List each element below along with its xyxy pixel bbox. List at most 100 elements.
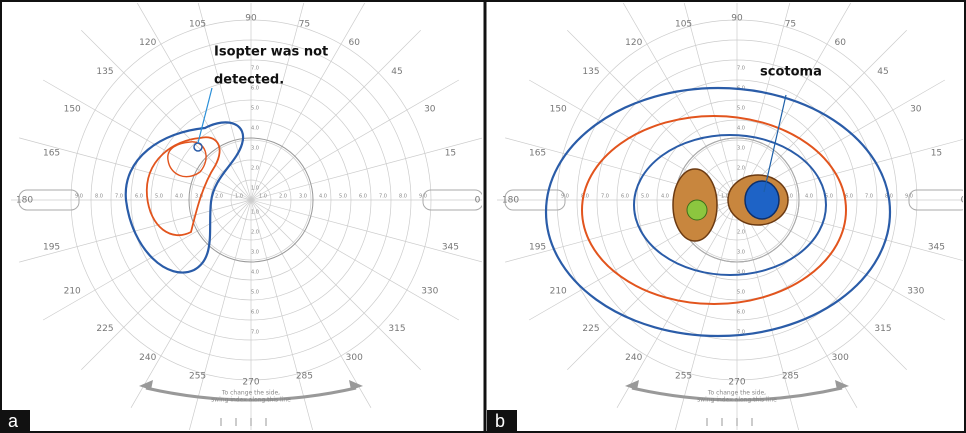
scale-label: 5.0 [641,194,649,200]
scale-label: 5.0 [737,290,745,296]
angle-label: 15 [445,148,456,158]
angle-label: 195 [529,243,546,253]
angle-label: 150 [550,105,567,115]
scale-label: 7.0 [865,194,873,200]
scale-label: 5.0 [251,106,259,112]
angle-label: 255 [189,371,206,381]
scale-label: 6.0 [251,310,259,316]
annotation: detected. [214,73,284,88]
angle-label: 150 [64,105,81,115]
instruction: swing index along this line [697,397,777,404]
angle-label: 165 [43,148,60,158]
angle-label: 45 [391,67,402,77]
instruction: To change the side, [707,390,766,397]
angle-label: 285 [782,371,799,381]
figure: 0 15 30 45 60 75 90 105 120 135 150 165 180 195 210 225… [0,0,966,433]
angle-label: 135 [582,67,599,77]
scale-label: 5.0 [737,106,745,112]
angle-label: 315 [388,324,405,334]
angle-label: 285 [296,371,313,381]
angle-label: 165 [529,148,546,158]
angle-label: 135 [96,67,113,77]
scale-label: 6.0 [737,310,745,316]
panel-label: a [8,411,19,431]
angle-label: 240 [625,353,642,363]
angle-label: 300 [346,353,363,363]
scale-label: 4.0 [319,194,327,200]
angle-label: 225 [96,324,113,334]
scale-label: 7.0 [379,194,387,200]
angle-label: 60 [349,38,361,48]
angle-label: 75 [785,20,796,30]
scale-label: 9.0 [419,194,427,200]
angle-label: 180 [16,196,33,206]
scale-label: 5.0 [155,194,163,200]
angle-label: 90 [731,14,743,24]
instruction: To change the side, [221,390,280,397]
scale-label: 4.0 [175,194,183,200]
scale-label: 7.0 [115,194,123,200]
angle-label: 270 [242,378,259,388]
scale-label: 6.0 [845,194,853,200]
angle-label: 255 [675,371,692,381]
angle-label: 180 [502,196,519,206]
scale-label: 3.0 [737,250,745,256]
angle-label: 30 [910,105,922,115]
scale-label: 4.0 [251,270,259,276]
scale-label: 2.0 [251,230,259,236]
angle-label: 120 [625,38,642,48]
scale-label: 3.0 [737,146,745,152]
panel-label: b [495,411,505,431]
angle-label: 330 [907,287,924,297]
scale-label: 4.0 [737,126,745,132]
scale-label: 9.0 [75,194,83,200]
scale-label: 1.0 [235,194,243,200]
scale-label: 2.0 [737,166,745,172]
angle-label: 210 [64,287,81,297]
annotation: Isopter was not [214,45,328,60]
scale-label: 1.0 [251,210,259,216]
angle-label: 300 [832,353,849,363]
scale-label: 4.0 [805,194,813,200]
angle-label: 315 [874,324,891,334]
instruction: swing index along this line [211,397,291,404]
scale-label: 3.0 [299,194,307,200]
angle-label: 105 [189,20,206,30]
angle-label: 345 [442,243,459,253]
angle-label: 15 [931,148,942,158]
scale-label: 7.0 [251,66,259,72]
angle-label: 90 [245,14,257,24]
scale-label: 6.0 [135,194,143,200]
angle-label: 240 [139,353,156,363]
scale-label: 1.0 [259,194,267,200]
scale-label: 9.0 [905,194,913,200]
angle-label: 195 [43,243,60,253]
angle-label: 345 [928,243,945,253]
angle-label: 270 [728,378,745,388]
scale-label: 8.0 [399,194,407,200]
scale-label: 7.0 [601,194,609,200]
scale-label: 7.0 [737,66,745,72]
scale-label: 7.0 [251,330,259,336]
scale-label: 5.0 [339,194,347,200]
angle-label: 30 [424,105,436,115]
angle-label: 60 [835,38,847,48]
angle-label: 210 [550,287,567,297]
scale-label: 3.0 [251,146,259,152]
scale-label: 4.0 [661,194,669,200]
scale-label: 9.0 [561,194,569,200]
scale-label: 6.0 [359,194,367,200]
angle-label: 120 [139,38,156,48]
scale-label: 2.0 [737,230,745,236]
angle-label: 225 [582,324,599,334]
scale-label: 4.0 [251,126,259,132]
scale-label: 2.0 [279,194,287,200]
angle-label: 45 [877,67,888,77]
angle-label: 0 [475,196,481,206]
annotation: scotoma [760,65,822,80]
scale-label: 5.0 [251,290,259,296]
scale-label: 1.0 [251,186,259,192]
angle-label: 330 [421,287,438,297]
scale-label: 3.0 [251,250,259,256]
scale-label: 6.0 [621,194,629,200]
